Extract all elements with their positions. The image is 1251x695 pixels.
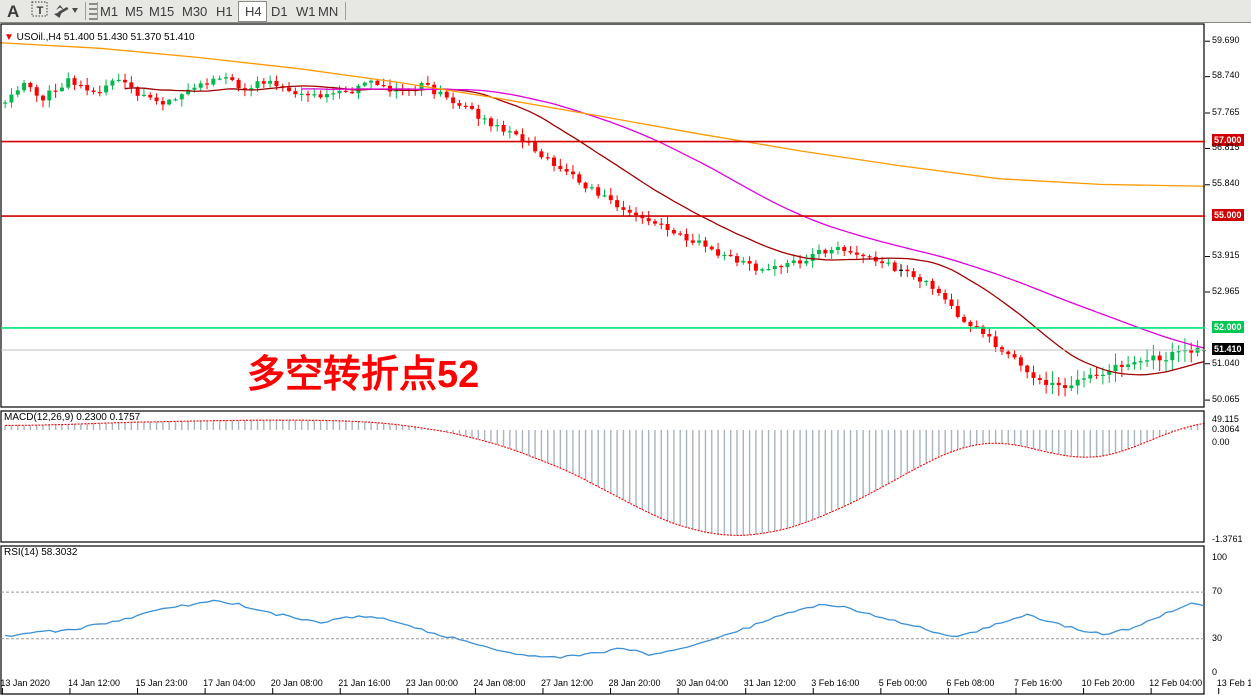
svg-text:T: T — [37, 5, 44, 17]
